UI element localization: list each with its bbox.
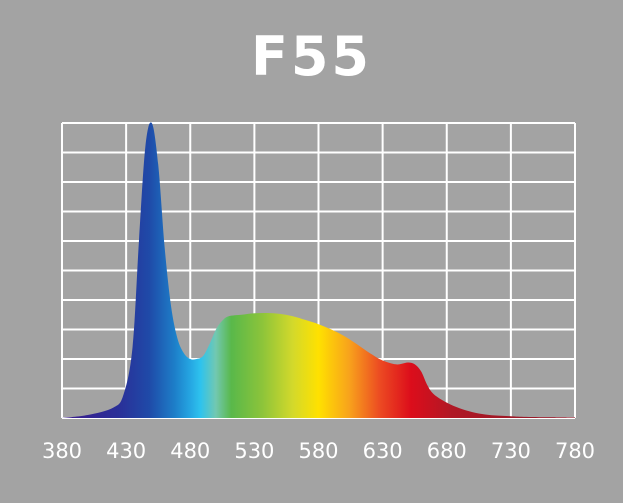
x-tick-label: 430 — [106, 439, 146, 463]
x-tick-label: 530 — [234, 439, 274, 463]
x-tick-labels: 380 430 480 530 580 630 680 730 780 — [42, 439, 595, 463]
x-tick-label: 580 — [298, 439, 338, 463]
x-tick-label: 480 — [170, 439, 210, 463]
chart-title: F55 — [250, 25, 373, 88]
x-tick-label: 630 — [363, 439, 403, 463]
x-tick-label: 680 — [427, 439, 467, 463]
x-tick-label: 730 — [491, 439, 531, 463]
x-tick-label: 780 — [555, 439, 595, 463]
x-tick-label: 380 — [42, 439, 82, 463]
spectrum-area — [62, 122, 575, 418]
